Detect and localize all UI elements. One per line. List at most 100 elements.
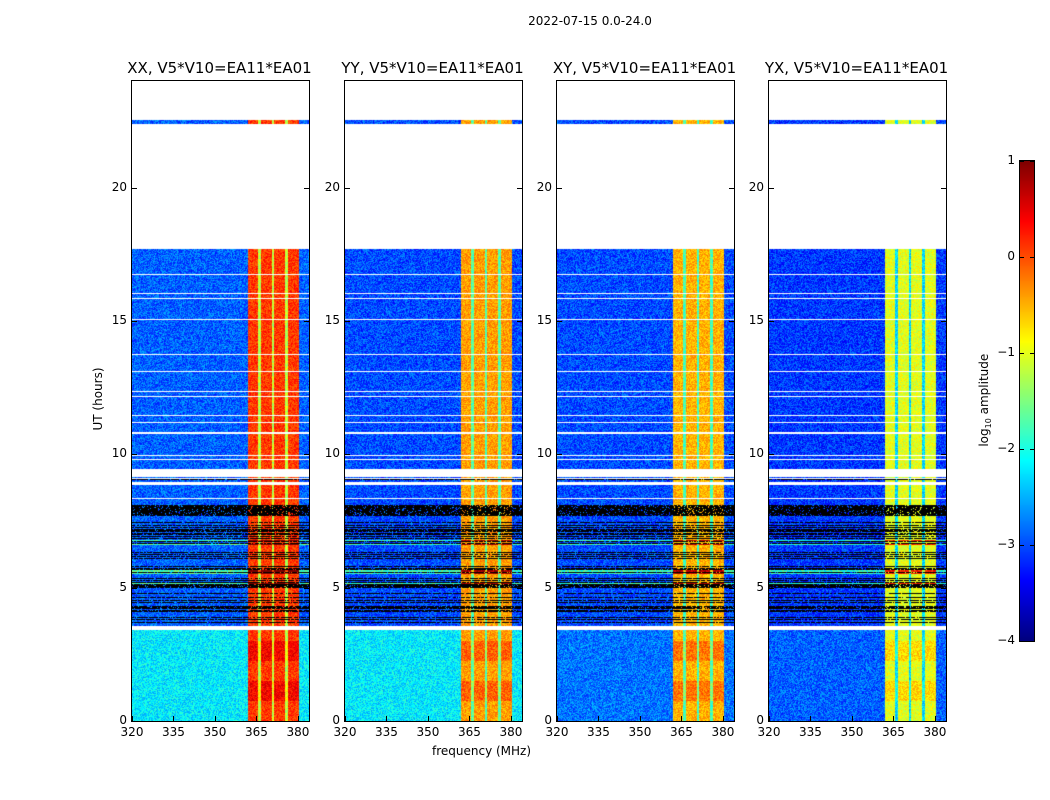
x-tick-label: 365 xyxy=(882,725,905,739)
heatmap-panel-0 xyxy=(131,80,310,722)
colorbar-tick-mark xyxy=(1030,449,1034,450)
y-tick-mark xyxy=(304,454,309,456)
y-tick-mark xyxy=(345,321,350,322)
panel-title: YY, V5*V10=EA11*EA01 xyxy=(341,59,524,77)
colorbar-tick-label: −2 xyxy=(997,441,1015,455)
y-tick-mark xyxy=(729,587,734,589)
x-tick-label: 365 xyxy=(670,725,693,739)
y-tick-mark xyxy=(132,721,137,722)
colorbar-label-rest: amplitude xyxy=(976,353,991,419)
y-tick-mark xyxy=(517,587,522,589)
heatmap-image xyxy=(769,81,946,721)
heatmap-image xyxy=(557,81,734,721)
x-tick-mark xyxy=(639,716,641,721)
colorbar-gradient xyxy=(1020,161,1034,641)
x-tick-mark xyxy=(598,716,600,721)
colorbar-tick-label: −3 xyxy=(997,537,1015,551)
y-tick-mark xyxy=(729,721,734,722)
y-tick-mark xyxy=(304,721,309,722)
y-tick-label: 15 xyxy=(536,313,552,327)
colorbar-tick-mark xyxy=(1020,641,1024,642)
x-tick-label: 350 xyxy=(628,725,652,739)
colorbar-tick-label: 1 xyxy=(1007,153,1015,167)
x-tick-label: 320 xyxy=(333,725,357,739)
colorbar xyxy=(1019,160,1035,642)
y-tick-label: 15 xyxy=(111,313,127,327)
y-tick-label: 0 xyxy=(756,713,764,727)
y-tick-mark xyxy=(304,587,309,589)
x-tick-label: 350 xyxy=(416,725,440,739)
colorbar-tick-mark xyxy=(1030,641,1034,642)
x-tick-label: 365 xyxy=(245,725,268,739)
y-tick-mark xyxy=(941,321,946,322)
y-tick-mark xyxy=(769,721,774,722)
heatmap-image xyxy=(132,81,309,721)
y-tick-mark xyxy=(345,587,350,589)
x-tick-mark xyxy=(851,716,853,721)
x-tick-label: 320 xyxy=(545,725,569,739)
x-tick-label: 320 xyxy=(757,725,781,739)
x-tick-mark xyxy=(510,716,512,721)
colorbar-tick-mark xyxy=(1030,545,1034,546)
colorbar-tick-mark xyxy=(1020,161,1024,162)
y-tick-mark xyxy=(517,721,522,722)
colorbar-tick-mark xyxy=(1030,161,1034,162)
colorbar-tick-label: −1 xyxy=(997,345,1015,359)
y-tick-mark xyxy=(132,187,137,189)
x-tick-mark xyxy=(934,716,936,721)
y-tick-mark xyxy=(769,454,774,456)
y-tick-label: 5 xyxy=(544,579,552,594)
x-tick-mark xyxy=(557,716,558,721)
y-tick-mark xyxy=(304,321,309,322)
x-tick-label: 335 xyxy=(587,725,610,739)
y-tick-mark xyxy=(941,587,946,589)
y-tick-mark xyxy=(517,321,522,322)
y-tick-mark xyxy=(132,454,137,456)
colorbar-tick-mark xyxy=(1020,545,1024,546)
y-tick-mark xyxy=(517,187,522,189)
y-tick-mark xyxy=(557,721,562,722)
y-tick-mark xyxy=(132,587,137,589)
y-tick-label: 10 xyxy=(536,446,552,461)
heatmap-panel-3 xyxy=(768,80,947,722)
colorbar-label: log10 amplitude xyxy=(977,345,993,455)
y-tick-label: 0 xyxy=(119,713,127,727)
y-tick-mark xyxy=(304,187,309,189)
y-tick-mark xyxy=(345,721,350,722)
y-tick-mark xyxy=(517,454,522,456)
x-axis-label: frequency (MHz) xyxy=(432,744,532,758)
y-axis-label: UT (hours) xyxy=(91,367,105,431)
y-tick-label: 20 xyxy=(111,179,127,194)
y-tick-label: 10 xyxy=(748,446,764,461)
y-tick-label: 0 xyxy=(332,713,340,727)
y-tick-label: 5 xyxy=(756,579,764,594)
x-tick-mark xyxy=(132,716,133,721)
x-tick-mark xyxy=(214,716,216,721)
y-tick-mark xyxy=(557,321,562,322)
x-tick-mark xyxy=(681,716,683,721)
x-tick-mark xyxy=(722,716,724,721)
x-tick-mark xyxy=(469,716,471,721)
x-tick-mark xyxy=(256,716,258,721)
y-tick-mark xyxy=(557,587,562,589)
x-tick-label: 350 xyxy=(840,725,864,739)
y-tick-mark xyxy=(941,187,946,189)
x-tick-mark xyxy=(769,716,770,721)
x-tick-label: 380 xyxy=(923,725,947,739)
panel-title: XX, V5*V10=EA11*EA01 xyxy=(127,59,312,77)
y-tick-mark xyxy=(557,187,562,189)
colorbar-tick-mark xyxy=(1020,353,1024,354)
x-tick-mark xyxy=(893,716,895,721)
x-tick-mark xyxy=(173,716,175,721)
y-tick-label: 5 xyxy=(332,579,340,594)
y-tick-label: 20 xyxy=(324,179,340,194)
x-tick-mark xyxy=(345,716,346,721)
x-tick-label: 380 xyxy=(286,725,310,739)
colorbar-tick-label: −4 xyxy=(997,633,1015,647)
x-tick-mark xyxy=(810,716,812,721)
y-tick-mark xyxy=(769,187,774,189)
y-tick-label: 15 xyxy=(324,313,340,327)
colorbar-tick-mark xyxy=(1030,257,1034,258)
x-tick-label: 335 xyxy=(162,725,185,739)
